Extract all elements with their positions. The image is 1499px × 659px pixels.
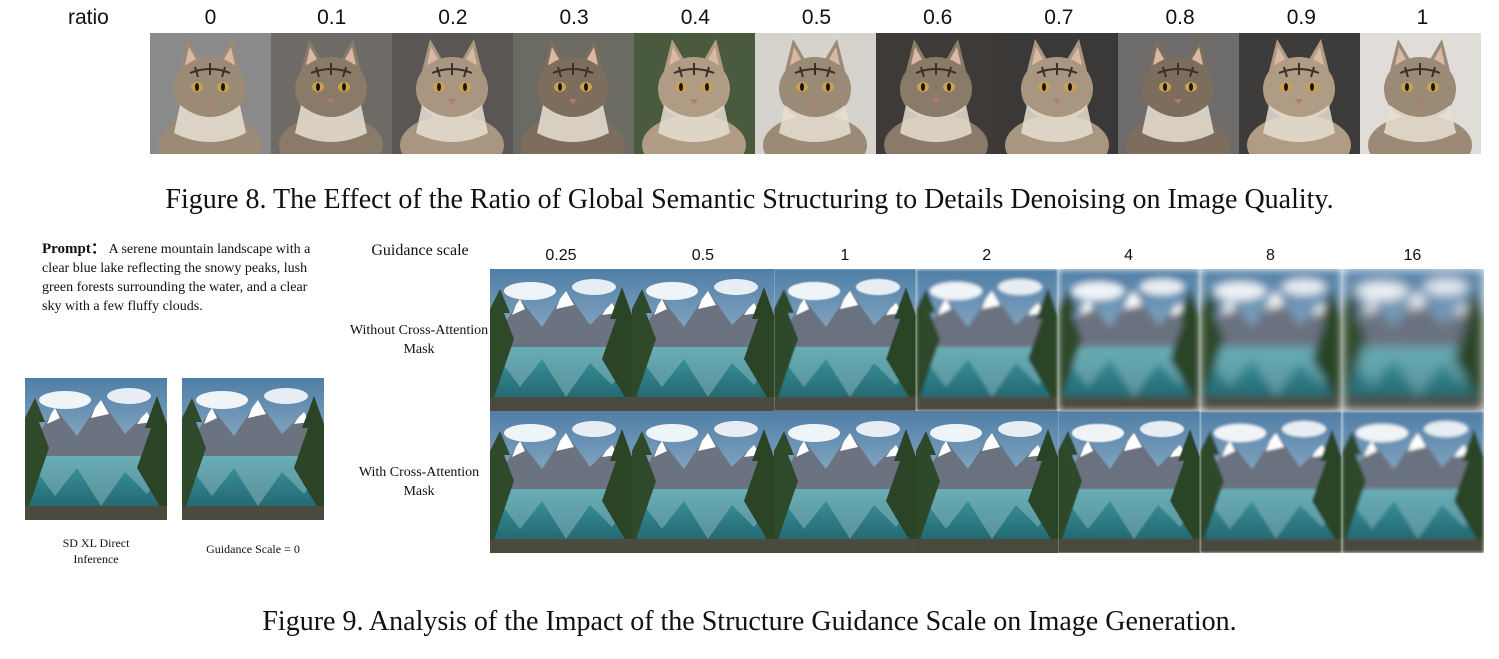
landscape-image bbox=[1342, 269, 1484, 411]
cat-image bbox=[1239, 33, 1360, 154]
ratio-tick: 0.4 bbox=[680, 6, 710, 29]
ratio-tick: 0.3 bbox=[559, 6, 589, 29]
ratio-tick: 0.5 bbox=[801, 6, 832, 29]
landscape-image bbox=[1058, 411, 1200, 553]
cat-image bbox=[1360, 33, 1481, 154]
sdxl-direct-inference-caption: SD XL Direct Inference bbox=[62, 536, 130, 566]
guidance-tick: 16 bbox=[1403, 247, 1422, 264]
landscape-image bbox=[1342, 411, 1484, 553]
landscape-image bbox=[632, 411, 774, 553]
cat-image bbox=[271, 33, 392, 154]
row-label-with-mask: With Cross-Attention Mask bbox=[358, 465, 480, 499]
landscape-image bbox=[774, 411, 916, 553]
landscape-image bbox=[1200, 269, 1342, 411]
guidance-tick: 8 bbox=[1266, 247, 1275, 264]
ratio-tick: 0.7 bbox=[1044, 6, 1074, 29]
landscape-image bbox=[490, 411, 632, 553]
cat-image-strip bbox=[150, 33, 1483, 154]
cat-image bbox=[513, 33, 634, 154]
ratio-tick: 0.1 bbox=[317, 6, 347, 29]
guidance-scale-zero-image bbox=[182, 378, 324, 520]
prompt-block: Prompt： A serene mountain landscape with… bbox=[42, 240, 317, 316]
prompt-label: Prompt： bbox=[42, 241, 106, 257]
ratio-tick: 0.9 bbox=[1286, 6, 1316, 29]
landscape-image bbox=[774, 269, 916, 411]
cat-image bbox=[634, 33, 755, 154]
landscape-image bbox=[490, 269, 632, 411]
guidance-tick: 2 bbox=[982, 247, 992, 264]
ratio-axis-label: ratio bbox=[68, 6, 109, 29]
figure-9-caption: Figure 9. Analysis of the Impact of the … bbox=[262, 606, 1237, 637]
cat-image bbox=[392, 33, 513, 154]
landscape-image bbox=[916, 269, 1058, 411]
ratio-tick: 0 bbox=[204, 6, 217, 29]
cat-image bbox=[755, 33, 876, 154]
guidance-scale-zero-caption: Guidance Scale = 0 bbox=[206, 542, 300, 556]
ratio-tick: 0.2 bbox=[438, 6, 468, 29]
guidance-scale-label: Guidance scale bbox=[371, 242, 469, 259]
row-label-without-mask: Without Cross-Attention Mask bbox=[349, 323, 489, 357]
guidance-tick: 4 bbox=[1124, 247, 1134, 264]
guidance-tick: 1 bbox=[840, 247, 850, 264]
ratio-tick: 0.6 bbox=[923, 6, 953, 29]
landscape-image bbox=[916, 411, 1058, 553]
cat-image bbox=[876, 33, 997, 154]
landscape-image bbox=[1058, 269, 1200, 411]
figure-8-caption: Figure 8. The Effect of the Ratio of Glo… bbox=[165, 184, 1334, 215]
cat-image bbox=[150, 33, 271, 154]
sdxl-direct-inference-image bbox=[25, 378, 167, 520]
landscape-image bbox=[1200, 411, 1342, 553]
ratio-tick: 0.8 bbox=[1165, 6, 1195, 29]
landscape-image bbox=[632, 269, 774, 411]
guidance-tick: 0.25 bbox=[545, 247, 577, 264]
ratio-tick: 1 bbox=[1416, 6, 1429, 29]
cat-image bbox=[997, 33, 1118, 154]
landscape-image-grid bbox=[490, 269, 1484, 553]
prompt-text: A serene mountain landscape with a clear… bbox=[42, 242, 311, 314]
guidance-tick: 0.5 bbox=[691, 247, 715, 264]
cat-image bbox=[1118, 33, 1239, 154]
